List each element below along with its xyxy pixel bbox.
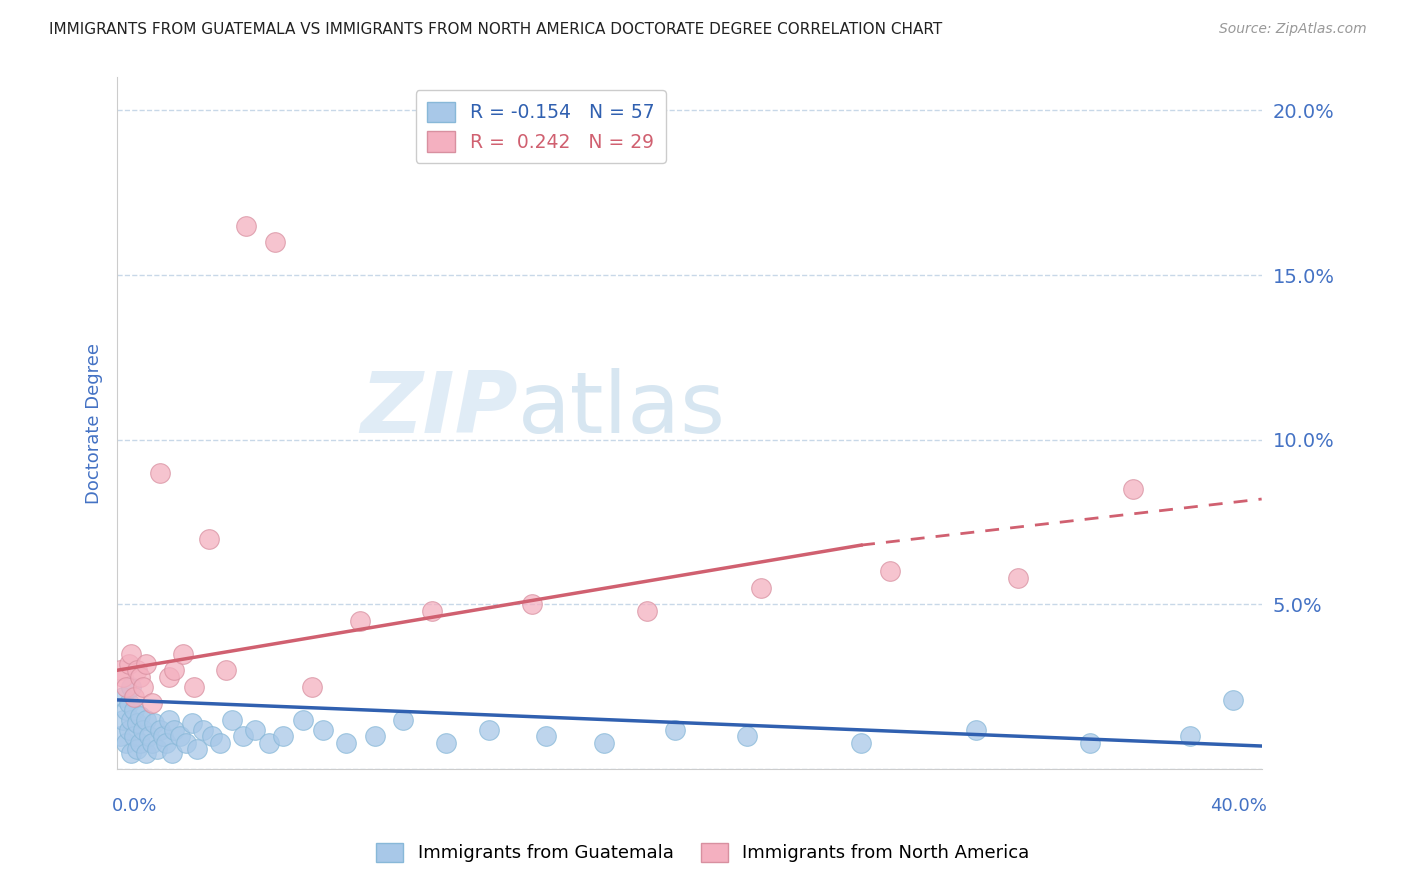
Point [135,713,157,727]
Point [132,680,155,694]
Point [392,713,415,727]
Point [129,709,152,723]
Point [135,746,157,760]
Point [127,716,149,731]
Point [1178,729,1201,743]
Point [592,736,614,750]
Point [1007,571,1029,585]
Point [163,723,186,737]
Legend: Immigrants from Guatemala, Immigrants from North America: Immigrants from Guatemala, Immigrants fr… [370,836,1036,870]
Point [152,729,174,743]
Point [434,736,457,750]
Point [536,729,558,743]
Point [174,736,197,750]
Point [117,696,139,710]
Point [127,742,149,756]
Point [636,604,658,618]
Point [124,690,146,704]
Point [292,713,315,727]
Point [141,696,163,710]
Point [149,466,172,480]
Point [163,663,186,677]
Point [735,729,758,743]
Point [849,736,872,750]
Legend: R = -0.154   N = 57, R =  0.242   N = 29: R = -0.154 N = 57, R = 0.242 N = 29 [416,90,666,163]
Point [155,736,177,750]
Point [157,670,180,684]
Point [124,703,146,717]
Y-axis label: Doctorate Degree: Doctorate Degree [86,343,103,504]
Point [232,729,254,743]
Point [209,736,232,750]
Point [124,729,146,743]
Text: atlas: atlas [517,368,725,451]
Point [263,235,285,249]
Point [169,729,191,743]
Point [138,729,160,743]
Point [965,723,987,737]
Point [1122,482,1144,496]
Text: 40.0%: 40.0% [1211,797,1267,814]
Point [149,723,172,737]
Point [183,680,205,694]
Point [129,736,152,750]
Point [879,565,901,579]
Text: ZIP: ZIP [360,368,517,451]
Point [141,736,163,750]
Text: 0.0%: 0.0% [111,797,157,814]
Point [121,713,143,727]
Point [132,723,155,737]
Point [121,647,143,661]
Point [146,742,169,756]
Point [301,680,323,694]
Point [257,736,280,750]
Point [197,532,219,546]
Point [186,742,208,756]
Point [749,581,772,595]
Point [172,647,194,661]
Point [1222,693,1244,707]
Point [664,723,686,737]
Point [129,670,152,684]
Text: Source: ZipAtlas.com: Source: ZipAtlas.com [1219,22,1367,37]
Point [121,746,143,760]
Point [114,680,136,694]
Point [363,729,385,743]
Point [114,703,136,717]
Point [349,614,371,628]
Point [111,670,134,684]
Point [108,729,131,743]
Point [312,723,335,737]
Point [235,219,257,233]
Point [420,604,443,618]
Point [160,746,183,760]
Point [335,736,357,750]
Point [478,723,501,737]
Point [117,723,139,737]
Point [135,657,157,671]
Point [201,729,224,743]
Point [111,713,134,727]
Point [180,716,202,731]
Point [191,723,214,737]
Point [157,713,180,727]
Point [243,723,266,737]
Point [271,729,294,743]
Point [121,680,143,694]
Point [108,663,131,677]
Point [143,716,166,731]
Point [1078,736,1101,750]
Point [111,690,134,704]
Point [215,663,238,677]
Point [114,736,136,750]
Point [127,663,149,677]
Point [221,713,243,727]
Point [117,657,139,671]
Point [520,598,543,612]
Text: IMMIGRANTS FROM GUATEMALA VS IMMIGRANTS FROM NORTH AMERICA DOCTORATE DEGREE CORR: IMMIGRANTS FROM GUATEMALA VS IMMIGRANTS … [49,22,942,37]
